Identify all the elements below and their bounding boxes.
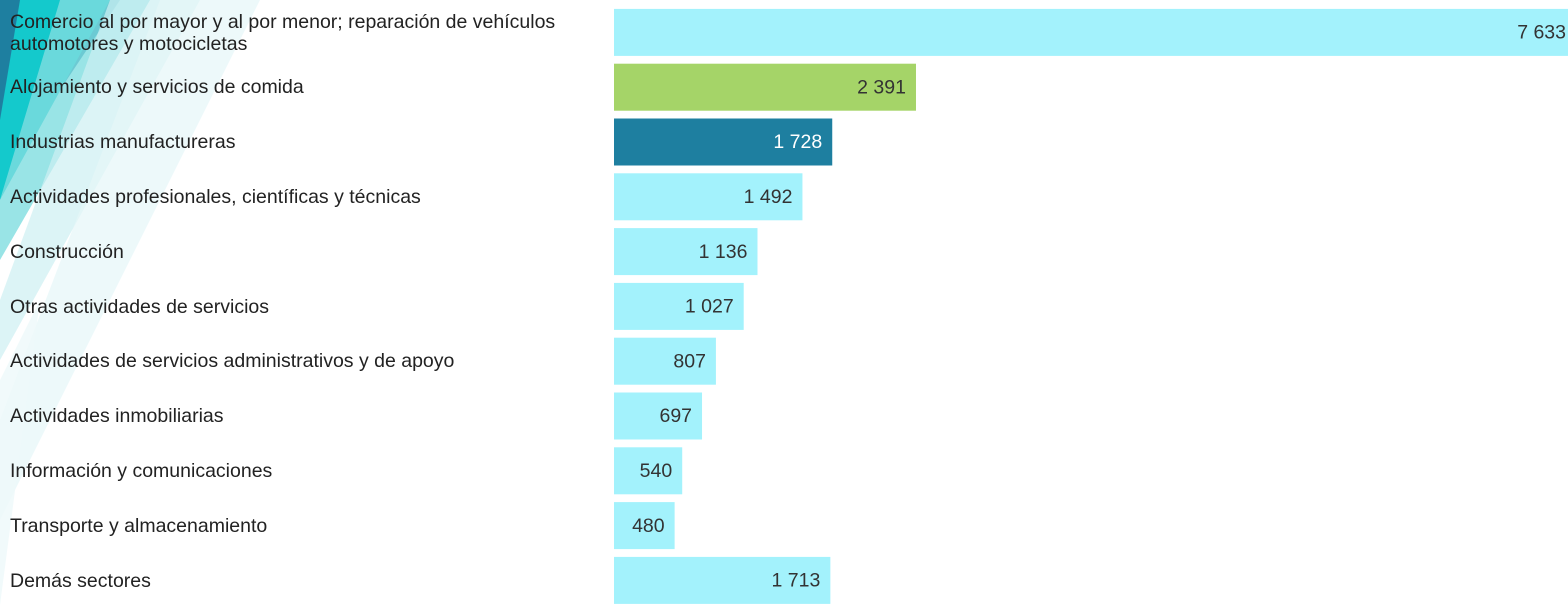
bar xyxy=(614,392,703,440)
bar xyxy=(614,228,758,276)
bar xyxy=(614,173,803,221)
bar xyxy=(614,8,1568,56)
category-label: Actividades profesionales, científicas y… xyxy=(10,185,421,208)
bar xyxy=(614,337,716,385)
bar xyxy=(614,282,744,330)
bar xyxy=(614,447,683,495)
category-label: Construcción xyxy=(10,240,124,263)
category-label: Información y comunicaciones xyxy=(10,459,273,482)
category-label: Otras actividades de servicios xyxy=(10,295,270,318)
value-label: 540 xyxy=(640,460,673,482)
value-label: 7 633 xyxy=(1517,22,1566,44)
category-label: Comercio al por mayor y al por menor; re… xyxy=(10,10,556,55)
category-label: Demás sectores xyxy=(10,569,151,592)
category-label: Industrias manufactureras xyxy=(10,131,236,154)
background-decoration xyxy=(0,0,260,605)
bar xyxy=(614,502,675,550)
value-label: 1 713 xyxy=(772,570,821,592)
value-label: 1 136 xyxy=(699,241,748,263)
bar xyxy=(614,556,831,604)
value-label: 1 728 xyxy=(773,131,822,153)
value-label: 480 xyxy=(632,515,665,537)
category-label: Transporte y almacenamiento xyxy=(10,514,268,537)
value-label: 1 492 xyxy=(744,186,793,208)
category-label: Actividades de servicios administrativos… xyxy=(10,350,455,373)
value-label: 2 391 xyxy=(857,76,906,98)
category-label: Actividades inmobiliarias xyxy=(10,405,224,428)
bar xyxy=(614,63,916,111)
category-label: Alojamiento y servicios de comida xyxy=(10,76,304,99)
bar xyxy=(614,118,833,166)
value-label: 697 xyxy=(659,405,692,427)
value-label: 1 027 xyxy=(685,296,734,318)
value-label: 807 xyxy=(673,350,706,372)
